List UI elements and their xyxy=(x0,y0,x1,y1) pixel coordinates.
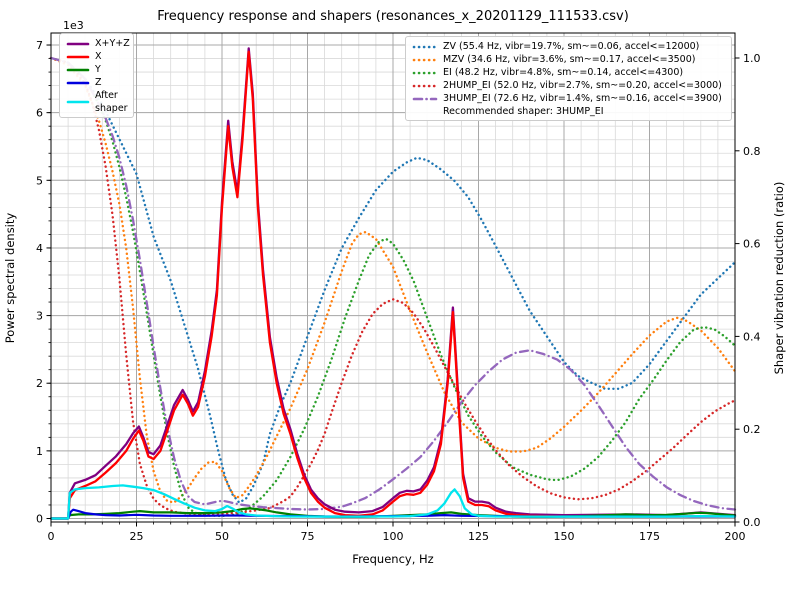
legend-item-y-label: Y xyxy=(95,64,101,75)
legend-item-ei: EI (48.2 Hz, vibr=4.8%, sm~=0.14, accel<… xyxy=(412,66,725,79)
y-tick-label-left: 7 xyxy=(36,39,43,52)
y-tick-label-left: 2 xyxy=(36,377,43,390)
x-tick-label: 25 xyxy=(130,530,144,543)
legend-item-x-label: X xyxy=(95,51,102,62)
x-axis-label: Frequency, Hz xyxy=(352,552,434,566)
legend-item-2hump-ei-label: 2HUMP_EI (52.0 Hz, vibr=2.7%, sm~=0.20, … xyxy=(443,80,722,91)
chart-title: Frequency response and shapers (resonanc… xyxy=(157,9,629,24)
legend-swatch xyxy=(66,68,90,71)
series-mzv xyxy=(49,56,737,504)
legend-item-2hump-ei: 2HUMP_EI (52.0 Hz, vibr=2.7%, sm~=0.20, … xyxy=(412,79,725,92)
legend-recommended-shaper: Recommended shaper: 3HUMP_EI xyxy=(443,106,604,117)
legend-swatch xyxy=(412,97,438,100)
y-tick-label-left: 3 xyxy=(36,310,43,323)
y-tick-label-right: 1.0 xyxy=(743,52,761,65)
legend-item-zv: ZV (55.4 Hz, vibr=19.7%, sm~=0.06, accel… xyxy=(412,40,725,53)
y-tick-label-right: 0.4 xyxy=(743,330,761,343)
legend-swatch xyxy=(412,58,438,61)
legend-item-y: Y xyxy=(66,63,127,76)
legend-swatch xyxy=(412,84,438,87)
y-axis-label-right: Shaper vibration reduction (ratio) xyxy=(772,181,786,375)
y-axis-offset-text: 1e3 xyxy=(63,19,84,32)
y-tick-label-left: 5 xyxy=(36,174,43,187)
x-tick-label: 175 xyxy=(639,530,660,543)
series-3hump-ei xyxy=(49,56,737,511)
x-tick-label: 75 xyxy=(301,530,315,543)
y-tick-label-right: 0.2 xyxy=(743,423,761,436)
series-x-y-z xyxy=(49,47,737,520)
x-tick-label: 200 xyxy=(725,530,746,543)
series-x xyxy=(49,50,737,520)
legend-swatch xyxy=(66,42,90,45)
legend-item-after-shaper: After shaper xyxy=(66,89,128,115)
legend-swatch xyxy=(66,55,90,58)
legend-swatch xyxy=(412,71,438,74)
y-tick-label-left: 0 xyxy=(36,513,43,526)
y-tick-label-left: 4 xyxy=(36,242,43,255)
legend-item-after-shaper-label: After shaper xyxy=(95,90,128,114)
legend-item-3hump-ei: 3HUMP_EI (72.6 Hz, vibr=1.4%, sm~=0.16, … xyxy=(412,92,725,105)
x-tick-label: 50 xyxy=(215,530,229,543)
legend-item-ei-label: EI (48.2 Hz, vibr=4.8%, sm~=0.14, accel<… xyxy=(443,67,684,78)
legend-swatch xyxy=(412,45,438,48)
legend-item-z: Z xyxy=(66,76,127,89)
y-tick-label-left: 1 xyxy=(36,445,43,458)
x-tick-label: 150 xyxy=(554,530,575,543)
legend-psd: X+Y+Z X Y Z After shaper xyxy=(59,33,134,118)
y-tick-label-right: 0.0 xyxy=(743,516,761,529)
legend-item-x-y-z-label: X+Y+Z xyxy=(95,38,130,49)
legend-item-3hump-ei-label: 3HUMP_EI (72.6 Hz, vibr=1.4%, sm~=0.16, … xyxy=(443,93,722,104)
legend-swatch xyxy=(66,100,90,104)
legend-item-mzv-label: MZV (34.6 Hz, vibr=3.6%, sm~=0.17, accel… xyxy=(443,54,696,65)
legend-item-x: X xyxy=(66,50,127,63)
y-tick-label-right: 0.6 xyxy=(743,238,761,251)
x-tick-label: 125 xyxy=(468,530,489,543)
legend-shapers: ZV (55.4 Hz, vibr=19.7%, sm~=0.06, accel… xyxy=(405,36,732,121)
x-tick-label: 100 xyxy=(383,530,404,543)
legend-item-zv-label: ZV (55.4 Hz, vibr=19.7%, sm~=0.06, accel… xyxy=(443,41,700,52)
series-after-shaper xyxy=(49,484,737,520)
y-axis-label-left: Power spectral density xyxy=(3,212,17,344)
legend-swatch xyxy=(66,81,90,84)
x-tick-label: 0 xyxy=(48,530,55,543)
legend-item-z-label: Z xyxy=(95,77,102,88)
legend-item-mzv: MZV (34.6 Hz, vibr=3.6%, sm~=0.17, accel… xyxy=(412,53,725,66)
legend-item-x-y-z: X+Y+Z xyxy=(66,37,130,50)
y-tick-label-right: 0.8 xyxy=(743,145,761,158)
y-tick-label-left: 6 xyxy=(36,107,43,120)
